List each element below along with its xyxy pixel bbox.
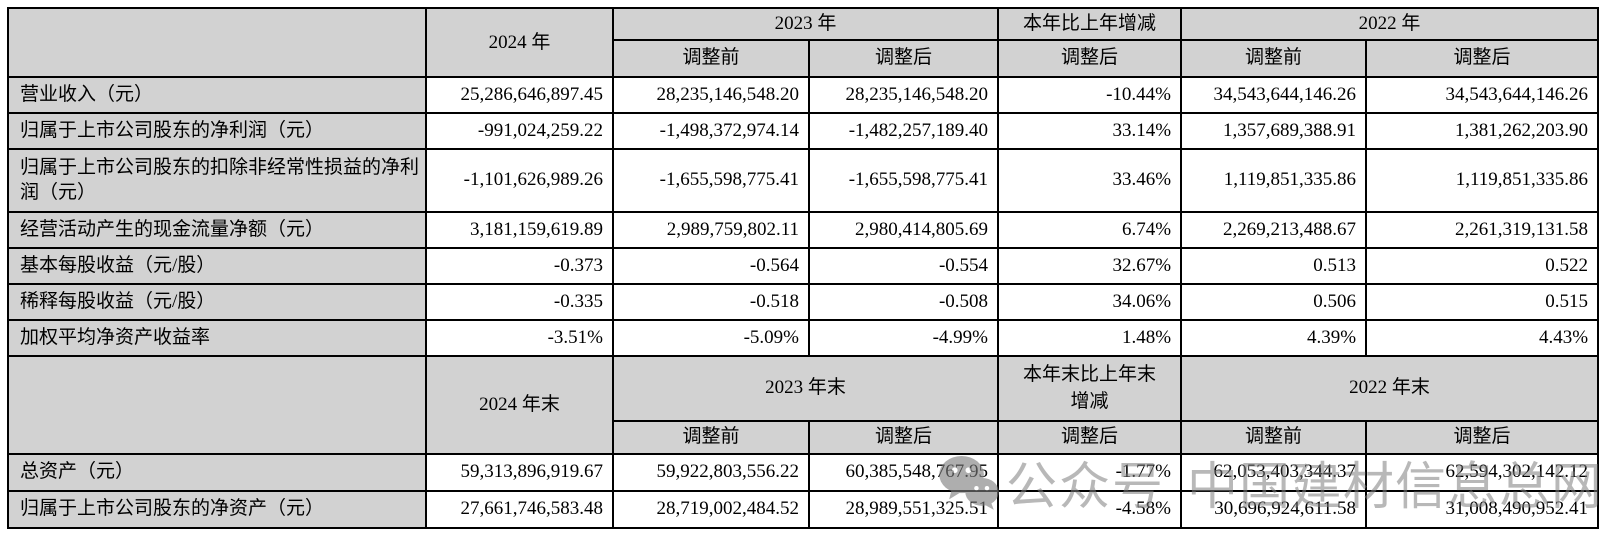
cell-value: 28,235,146,548.20 — [807, 75, 1000, 114]
adjust-header-row-1: 调整前 调整后 调整后 调整前 调整后 — [8, 38, 1600, 78]
row-label: 归属于上市公司股东的净利润（元） — [7, 111, 427, 150]
cell-value: 62,053,403,344.37 — [1180, 452, 1368, 492]
table-row-weighted-roe: 加权平均净资产收益率 -3.51% -5.09% -4.99% 1.48% 4.… — [7, 318, 1600, 357]
cell-value: 4.43% — [1365, 318, 1600, 357]
cell-value: -4.58% — [997, 489, 1183, 529]
cell-value: -0.564 — [612, 246, 810, 285]
subheader-endchange-post: 调整后 — [997, 419, 1183, 455]
table-row-revenue: 营业收入（元） 25,286,646,897.45 28,235,146,548… — [7, 75, 1600, 114]
cell-value: -991,024,259.22 — [425, 111, 614, 150]
cell-value: -1,655,598,775.41 — [612, 147, 810, 213]
cell-value: -1,482,257,189.40 — [807, 111, 1000, 150]
cell-value: -1,498,372,974.14 — [612, 111, 810, 150]
subheader-2022-pre: 调整前 — [1180, 38, 1368, 78]
row-label: 基本每股收益（元/股） — [7, 246, 427, 285]
table-row-operating-cashflow: 经营活动产生的现金流量净额（元） 3,181,159,619.89 2,989,… — [7, 210, 1600, 249]
cell-value: -3.51% — [425, 318, 614, 357]
cell-value: 33.46% — [997, 147, 1183, 213]
subheader-2023end-post: 调整后 — [807, 419, 1000, 455]
cell-value: 62,594,302,142.12 — [1365, 452, 1600, 492]
cell-value: 0.515 — [1365, 282, 1600, 321]
cell-value: 59,313,896,919.67 — [425, 452, 614, 492]
col-header-2023: 2023 年 — [611, 7, 1000, 41]
cell-value: 2,269,213,488.67 — [1180, 210, 1368, 249]
table-row-net-profit-excl-nonrecurring: 归属于上市公司股东的扣除非经常性损益的净利润（元） -1,101,626,989… — [7, 147, 1600, 213]
cell-value: 1,381,262,203.90 — [1365, 111, 1600, 150]
col-header-2022-end: 2022 年末 — [1180, 354, 1600, 422]
col-header-yearend-change: 本年末比上年末 增减 — [997, 354, 1183, 422]
row-label: 加权平均净资产收益率 — [7, 318, 427, 357]
year-header-row-1: 2024 年 2023 年 本年比上年增减 2022 年 — [7, 7, 1600, 78]
cell-value: 2,989,759,802.11 — [612, 210, 810, 249]
cell-value: -1,101,626,989.26 — [425, 147, 614, 213]
row-label: 归属于上市公司股东的净资产（元） — [7, 489, 427, 529]
col-header-2024: 2024 年 — [425, 7, 614, 78]
cell-value: 1,119,851,335.86 — [1180, 147, 1368, 213]
cell-value: 28,235,146,548.20 — [612, 75, 810, 114]
cell-value: 27,661,746,583.48 — [425, 489, 614, 529]
cell-value: 3,181,159,619.89 — [425, 210, 614, 249]
cell-value: -0.373 — [425, 246, 614, 285]
col-header-2022: 2022 年 — [1180, 7, 1600, 41]
corner-cell-1 — [7, 7, 427, 78]
col-header-2024-end: 2024 年末 — [425, 354, 614, 455]
cell-value: 28,719,002,484.52 — [612, 489, 810, 529]
cell-value: 32.67% — [997, 246, 1183, 285]
subheader-change-post: 调整后 — [997, 38, 1183, 78]
table-row-basic-eps: 基本每股收益（元/股） -0.373 -0.564 -0.554 32.67% … — [7, 246, 1600, 285]
cell-value: 6.74% — [997, 210, 1183, 249]
cell-value: -5.09% — [612, 318, 810, 357]
cell-value: -1.77% — [997, 452, 1183, 492]
cell-value: 2,980,414,805.69 — [807, 210, 1000, 249]
cell-value: -10.44% — [997, 75, 1183, 114]
cell-value: 33.14% — [997, 111, 1183, 150]
cell-value: -1,655,598,775.41 — [807, 147, 1000, 213]
col-header-change: 本年比上年增减 — [997, 7, 1183, 41]
row-label: 经营活动产生的现金流量净额（元） — [7, 210, 427, 249]
table-row-net-profit: 归属于上市公司股东的净利润（元） -991,024,259.22 -1,498,… — [7, 111, 1600, 150]
adjust-header-row-2: 调整前 调整后 调整后 调整前 调整后 — [8, 419, 1600, 455]
cell-value: 1.48% — [997, 318, 1183, 357]
corner-cell-2 — [7, 354, 427, 455]
row-label: 总资产（元） — [7, 452, 427, 492]
cell-value: -0.335 — [425, 282, 614, 321]
cell-value: 31,008,490,952.41 — [1365, 489, 1600, 529]
cell-value: 0.506 — [1180, 282, 1368, 321]
subheader-2022end-pre: 调整前 — [1180, 419, 1368, 455]
financial-summary-table: 2024 年 2023 年 本年比上年增减 2022 年 调整前 调整后 调整后… — [7, 7, 1600, 529]
cell-value: 25,286,646,897.45 — [425, 75, 614, 114]
subheader-2022end-post: 调整后 — [1365, 419, 1600, 455]
subheader-2023-pre: 调整前 — [612, 38, 810, 78]
cell-value: 2,261,319,131.58 — [1365, 210, 1600, 249]
col-header-2023-end: 2023 年末 — [611, 354, 1000, 422]
cell-value: -0.518 — [612, 282, 810, 321]
table-row-total-assets: 总资产（元） 59,313,896,919.67 59,922,803,556.… — [7, 452, 1600, 492]
row-label: 归属于上市公司股东的扣除非经常性损益的净利润（元） — [7, 147, 427, 213]
subheader-2023end-pre: 调整前 — [612, 419, 810, 455]
row-label: 营业收入（元） — [7, 75, 427, 114]
cell-value: 60,385,548,767.95 — [807, 452, 1000, 492]
cell-value: 59,922,803,556.22 — [612, 452, 810, 492]
cell-value: 1,119,851,335.86 — [1365, 147, 1600, 213]
cell-value: 34,543,644,146.26 — [1365, 75, 1600, 114]
cell-value: -0.554 — [807, 246, 1000, 285]
cell-value: 0.522 — [1365, 246, 1600, 285]
cell-value: 28,989,551,325.51 — [807, 489, 1000, 529]
year-header-row-2: 2024 年末 2023 年末 本年末比上年末 增减 2022 年末 — [7, 354, 1600, 455]
subheader-2022-post: 调整后 — [1365, 38, 1600, 78]
subheader-2023-post: 调整后 — [807, 38, 1000, 78]
cell-value: 34.06% — [997, 282, 1183, 321]
row-label: 稀释每股收益（元/股） — [7, 282, 427, 321]
cell-value: -4.99% — [807, 318, 1000, 357]
cell-value: -0.508 — [807, 282, 1000, 321]
cell-value: 0.513 — [1180, 246, 1368, 285]
cell-value: 1,357,689,388.91 — [1180, 111, 1368, 150]
table-row-diluted-eps: 稀释每股收益（元/股） -0.335 -0.518 -0.508 34.06% … — [7, 282, 1600, 321]
cell-value: 30,696,924,611.58 — [1180, 489, 1368, 529]
cell-value: 4.39% — [1180, 318, 1368, 357]
cell-value: 34,543,644,146.26 — [1180, 75, 1368, 114]
table-row-net-assets: 归属于上市公司股东的净资产（元） 27,661,746,583.48 28,71… — [7, 489, 1600, 529]
